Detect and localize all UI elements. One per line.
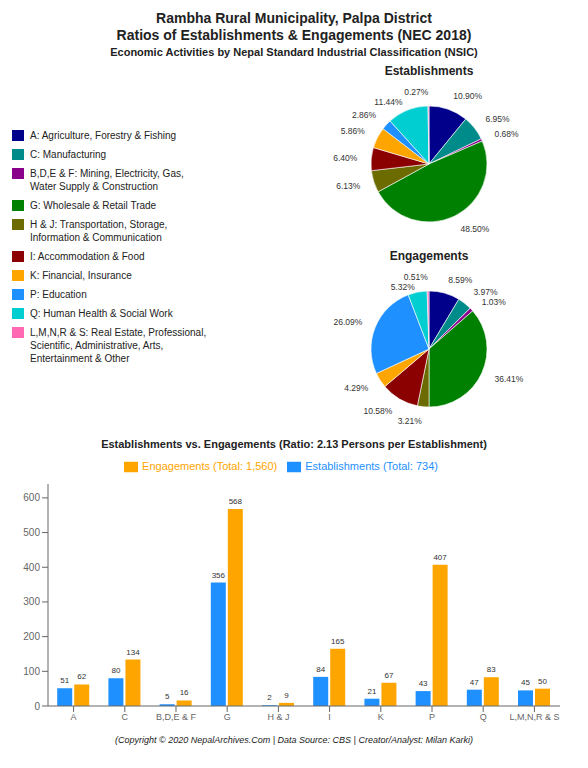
svg-text:300: 300: [23, 596, 40, 607]
svg-text:3.21%: 3.21%: [398, 416, 423, 426]
svg-text:407: 407: [433, 553, 447, 562]
svg-text:43: 43: [419, 679, 428, 688]
svg-text:11.44%: 11.44%: [374, 97, 403, 107]
svg-text:500: 500: [23, 527, 40, 538]
svg-text:Q: Q: [480, 712, 487, 722]
svg-text:84: 84: [316, 665, 325, 674]
svg-text:0: 0: [34, 701, 40, 712]
svg-text:21: 21: [367, 687, 376, 696]
svg-text:2.86%: 2.86%: [352, 110, 377, 120]
svg-text:5: 5: [165, 692, 170, 701]
svg-text:165: 165: [331, 637, 345, 646]
svg-text:400: 400: [23, 562, 40, 573]
svg-text:48.50%: 48.50%: [461, 224, 490, 234]
svg-text:36.41%: 36.41%: [495, 374, 524, 384]
svg-text:8.59%: 8.59%: [448, 275, 473, 285]
svg-text:67: 67: [384, 671, 393, 680]
svg-text:B,D,E & F: B,D,E & F: [156, 712, 197, 722]
html-text:Establishments vs. Engagements: Establishments vs. Engagements (Ratio: 2…: [101, 438, 487, 450]
svg-text:600: 600: [23, 492, 40, 503]
html-text:G: Wholesale & Retail Trade: G: Wholesale & Retail Trade: [30, 200, 157, 211]
svg-text:5.32%: 5.32%: [391, 282, 416, 292]
svg-text:1.03%: 1.03%: [482, 297, 507, 307]
svg-text:568: 568: [229, 497, 243, 506]
html-text:K: Financial, Insurance: K: Financial, Insurance: [30, 270, 132, 281]
html-text:C: Manufacturing: C: Manufacturing: [30, 149, 107, 160]
svg-text:47: 47: [470, 678, 479, 687]
svg-text:51: 51: [60, 676, 69, 685]
html-text:Engagements (Total: 1,560): Engagements (Total: 1,560): [142, 460, 278, 472]
svg-text:P: P: [429, 712, 435, 722]
svg-text:45: 45: [521, 678, 530, 687]
svg-text:0.27%: 0.27%: [404, 87, 429, 97]
svg-text:10.58%: 10.58%: [364, 406, 393, 416]
svg-text:G: G: [224, 712, 231, 722]
svg-text:6.13%: 6.13%: [336, 181, 361, 191]
html-text:Engagements: Engagements: [389, 249, 469, 263]
svg-text:356: 356: [212, 571, 226, 580]
html-text:Ratios of Establishments & Eng: Ratios of Establishments & Engagements (…: [116, 27, 472, 43]
svg-text:10.90%: 10.90%: [453, 91, 482, 101]
svg-text:3.97%: 3.97%: [473, 287, 498, 297]
svg-text:26.09%: 26.09%: [333, 317, 362, 327]
svg-text:H & J: H & J: [267, 712, 289, 722]
html-text:P: Education: P: Education: [30, 289, 87, 300]
svg-text:50: 50: [538, 677, 547, 686]
svg-text:83: 83: [487, 665, 496, 674]
html-text:Q: Human Health & Social Work: Q: Human Health & Social Work: [30, 308, 173, 319]
svg-text:62: 62: [77, 672, 86, 681]
svg-text:I: I: [328, 712, 331, 722]
html-text:Rambha Rural Municipality, Pal: Rambha Rural Municipality, Palpa Distric…: [156, 10, 432, 26]
svg-text:80: 80: [111, 666, 120, 675]
svg-text:0.51%: 0.51%: [404, 272, 429, 282]
html-text:B,D,E & F: Mining, Electricity: B,D,E & F: Mining, Electricity, Gas, Wat…: [30, 168, 184, 192]
html-text:Establishments (Total: 734): Establishments (Total: 734): [305, 460, 438, 472]
svg-text:A: A: [71, 712, 77, 722]
svg-text:134: 134: [126, 648, 140, 657]
svg-text:9: 9: [284, 691, 289, 700]
svg-text:6.95%: 6.95%: [486, 114, 511, 124]
svg-text:5.86%: 5.86%: [341, 126, 366, 136]
html-text:L,M,N,R & S: Real Estate, Prof: L,M,N,R & S: Real Estate, Professional, …: [30, 327, 207, 364]
html-text:A: Agriculture, Forestry & Fis: A: Agriculture, Forestry & Fishing: [30, 130, 177, 141]
html-text:Economic Activities by Nepal S: Economic Activities by Nepal Standard In…: [110, 46, 478, 58]
svg-text:4.29%: 4.29%: [344, 383, 369, 393]
svg-text:100: 100: [23, 666, 40, 677]
svg-text:K: K: [378, 712, 384, 722]
svg-text:16: 16: [180, 688, 189, 697]
svg-text:L,M,N,R & S: L,M,N,R & S: [509, 712, 559, 722]
svg-text:200: 200: [23, 631, 40, 642]
svg-text:0.68%: 0.68%: [495, 129, 520, 139]
html-text:H & J: Transportation, Storage: H & J: Transportation, Storage, Informat…: [30, 219, 168, 243]
svg-text:2: 2: [267, 693, 272, 702]
svg-text:6.40%: 6.40%: [333, 153, 358, 163]
html-text:Establishments: Establishments: [384, 64, 474, 78]
html-text:(Copyright © 2020 NepalArchive: (Copyright © 2020 NepalArchives.Com | Da…: [115, 735, 473, 745]
svg-text:C: C: [122, 712, 129, 722]
html-text:I: Accommodation & Food: I: Accommodation & Food: [30, 251, 145, 262]
